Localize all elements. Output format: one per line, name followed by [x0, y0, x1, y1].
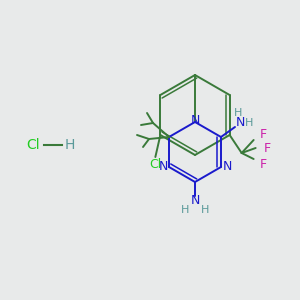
Text: F: F: [264, 142, 271, 154]
Text: H: H: [245, 118, 253, 128]
Text: N: N: [235, 116, 245, 130]
Text: N: N: [158, 160, 168, 173]
Text: Cl: Cl: [26, 138, 40, 152]
Text: F: F: [260, 158, 267, 172]
Text: H: H: [201, 205, 209, 215]
Text: H: H: [181, 205, 189, 215]
Text: F: F: [260, 128, 267, 142]
Text: N: N: [190, 194, 200, 208]
Text: Cl: Cl: [149, 158, 161, 170]
Text: N: N: [222, 160, 232, 173]
Text: N: N: [190, 115, 200, 128]
Text: H: H: [65, 138, 75, 152]
Text: H: H: [234, 108, 242, 118]
